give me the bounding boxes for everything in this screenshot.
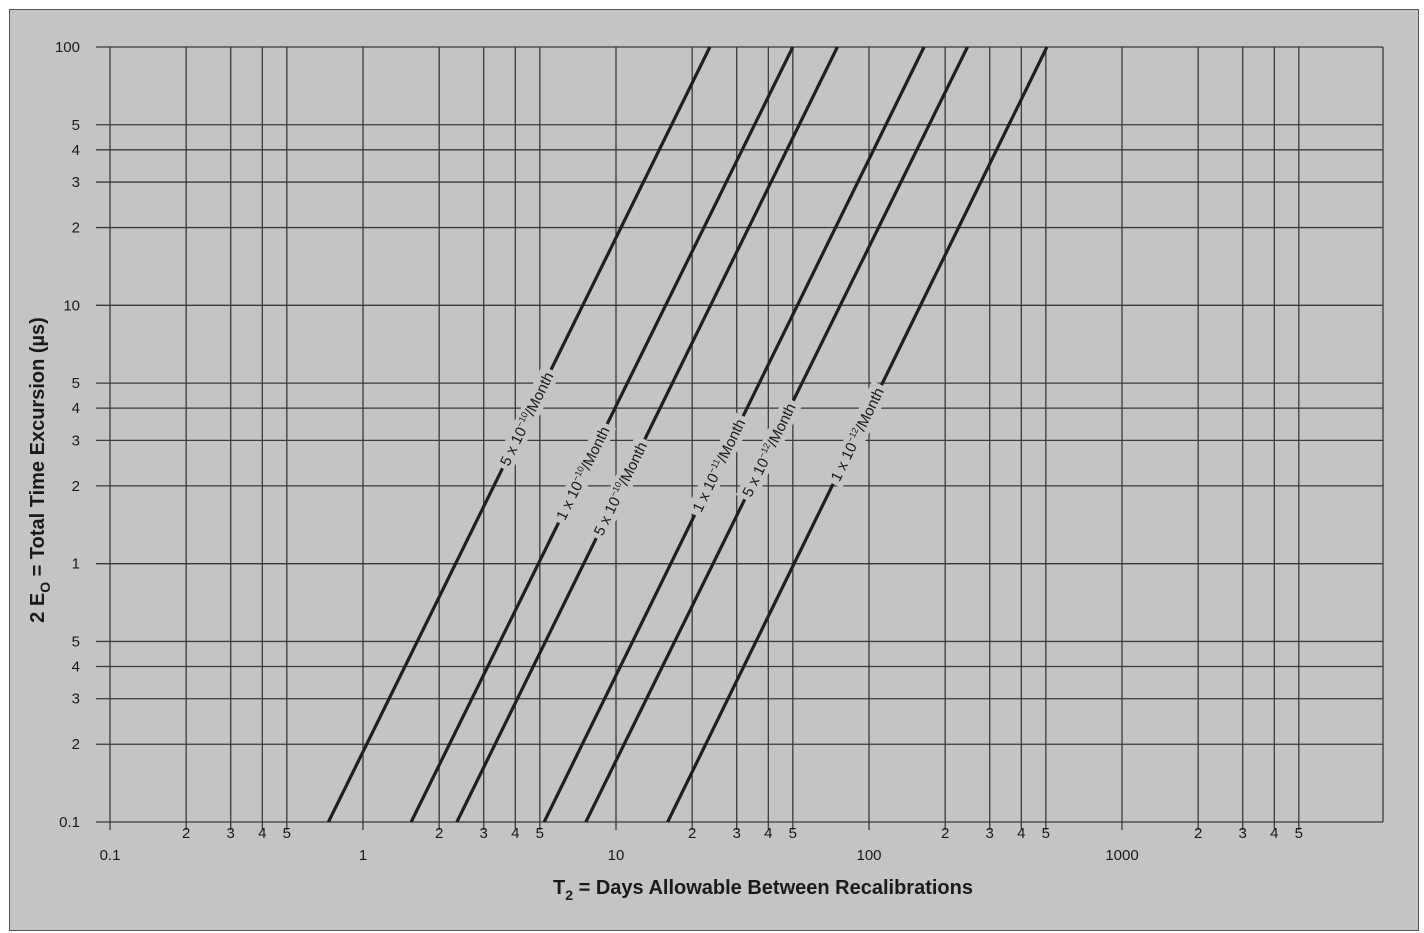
x-tick-label-13: 4 [764,825,772,842]
series-line-2 [455,46,839,823]
y-tick-label-4: 5 [72,633,80,650]
x-tick-label-9: 5 [536,825,544,842]
y-tick-label-13: 4 [72,142,80,159]
x-tick-label-15: 100 [856,847,881,864]
x-tick-label-14: 5 [789,825,797,842]
x-tick-label-1: 2 [182,825,190,842]
y-tick-label-6: 2 [72,478,80,495]
y-tick-label-0: 0.1 [59,814,80,831]
y-tick-label-11: 2 [72,220,80,237]
x-tick-label-16: 2 [941,825,949,842]
x-tick-label-24: 5 [1295,825,1303,842]
x-tick-label-0: 0.1 [100,847,121,864]
y-axis-title: 2 EO = Total Time Excursion (µs) [27,317,53,623]
x-axis-title: T2 = Days Allowable Between Recalibratio… [553,877,973,903]
y-tick-label-15: 100 [55,39,80,56]
y-tick-label-2: 3 [72,691,80,708]
series-label-5: 1 x 10−12/Month [827,385,888,485]
y-tick-labels: 0.1 2 3 4 5 1 2 3 4 5 10 2 3 4 5 100 [55,39,80,831]
x-tick-label-23: 4 [1270,825,1278,842]
x-tick-label-5: 1 [359,847,367,864]
x-tick-label-2: 3 [227,825,235,842]
x-tick-label-12: 3 [733,825,741,842]
x-tick-label-8: 4 [511,825,519,842]
y-tick-label-14: 5 [72,117,80,134]
x-tick-label-10: 10 [608,847,625,864]
series-label-bg-2 [587,434,654,543]
series-label-0: 5 x 10−10/Month [496,369,557,468]
series-label-bg-4 [735,396,803,504]
series-label-bg-5 [824,380,891,489]
x-tick-label-19: 5 [1042,825,1050,842]
y-tick-label-12: 3 [72,174,80,191]
series-label-4: 5 x 10−12/Month [738,400,799,499]
y-tick-label-10: 10 [63,297,80,314]
x-tick-label-17: 3 [986,825,994,842]
x-tick-label-4: 5 [283,825,291,842]
y-tick-label-5: 1 [72,556,80,573]
y-tick-label-8: 4 [72,400,80,417]
x-tick-label-18: 4 [1017,825,1025,842]
x-tick-label-3: 4 [258,825,266,842]
y-tick-label-1: 2 [72,736,80,753]
x-tick-label-21: 2 [1194,825,1202,842]
series-label-bg-1 [549,419,617,528]
y-tick-label-7: 3 [72,432,80,449]
x-tick-label-11: 2 [688,825,696,842]
series-label-bg-3 [685,411,753,520]
y-tick-label-3: 4 [72,658,80,675]
series-label-3: 1 x 10−11/Month [689,416,750,515]
x-tick-label-7: 3 [480,825,488,842]
series-label-bg-0 [493,365,561,473]
x-tick-label-6: 2 [435,825,443,842]
y-tick-label-9: 5 [72,375,80,392]
x-tick-label-20: 1000 [1105,847,1138,864]
x-tick-label-22: 3 [1239,825,1247,842]
series-lines [326,46,1049,823]
